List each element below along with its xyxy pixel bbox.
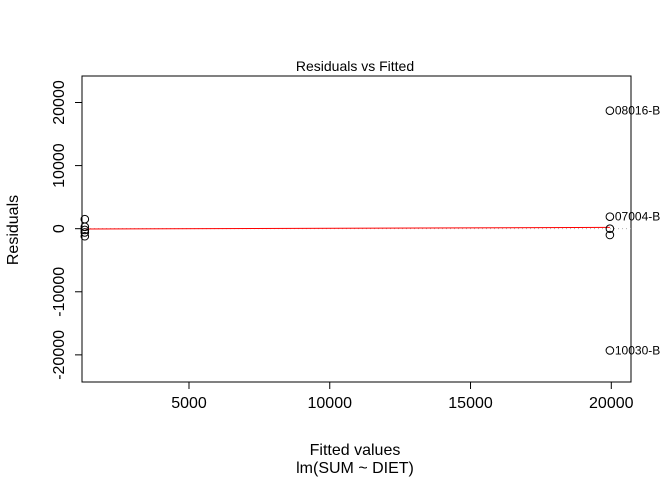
x-tick-label: 10000	[308, 395, 353, 412]
y-tick-label: -10000	[51, 267, 68, 317]
smoother-line	[84, 226, 610, 230]
data-point	[80, 228, 90, 237]
x-tick-label: 15000	[448, 395, 493, 412]
chart-title: Residuals vs Fitted	[296, 58, 414, 74]
plot-area: 5000 10000 15000 20000 -20000 -10000 0 10000 200…	[51, 75, 660, 412]
data-point	[80, 225, 90, 235]
data-point	[605, 224, 615, 233]
point-label: 07004-B	[615, 210, 660, 224]
data-point	[605, 346, 615, 355]
point-label: 08016-B	[615, 104, 660, 118]
x-axis-label: Fitted values	[310, 442, 401, 459]
data-point	[80, 222, 90, 232]
data-point	[80, 231, 90, 241]
y-tick-label: 20000	[51, 80, 68, 125]
x-tick-label: 5000	[171, 395, 207, 412]
data-point	[605, 230, 615, 240]
data-point	[605, 106, 615, 116]
x-axis-sublabel: lm(SUM ~ DIET)	[296, 460, 414, 477]
y-tick-label: -20000	[51, 330, 68, 380]
x-tick-label: 20000	[589, 395, 634, 412]
y-tick-label: 0	[51, 224, 68, 233]
y-axis-label: Residuals	[5, 195, 22, 265]
data-point	[605, 212, 615, 221]
point-label: 10030-B	[615, 343, 660, 357]
y-tick-label: 10000	[51, 143, 68, 188]
